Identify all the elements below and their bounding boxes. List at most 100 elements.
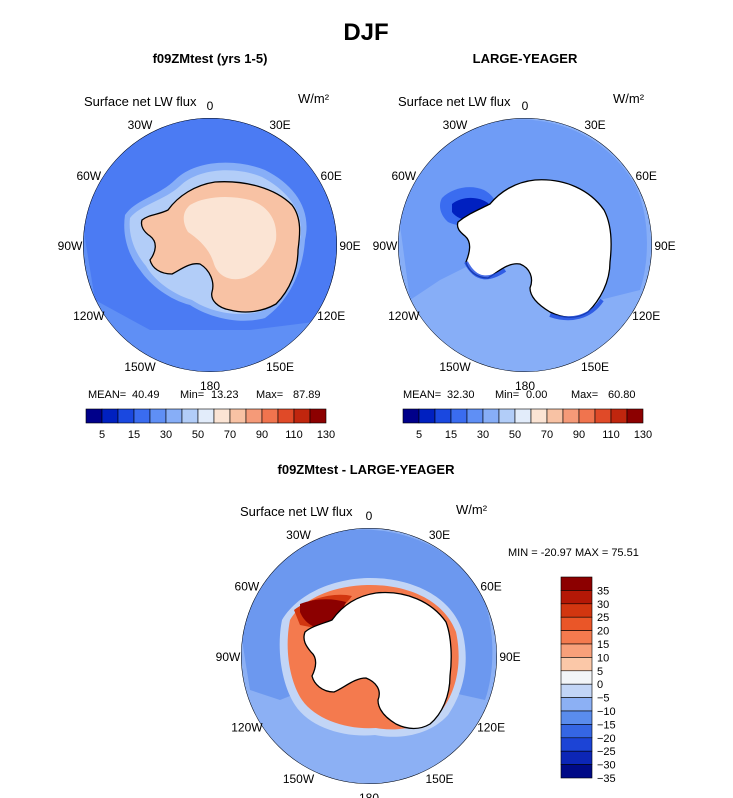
colorbar-swatch <box>261 408 279 424</box>
variable-label: Surface net LW flux <box>240 504 353 519</box>
colorbar-swatch <box>610 408 628 424</box>
colorbar-swatch <box>85 408 103 424</box>
colorbar-swatch <box>560 590 593 605</box>
colorbar-swatch <box>560 630 593 645</box>
variable-label: Surface net LW flux <box>84 94 197 109</box>
colorbar-swatch <box>562 408 580 424</box>
longitude-label: 120W <box>231 721 263 735</box>
longitude-label: 60E <box>321 169 342 183</box>
polar-map <box>241 528 497 784</box>
longitude-label: 120E <box>477 721 505 735</box>
colorbar-tick-label: 15 <box>128 429 140 441</box>
stats-min-label: Min= <box>180 389 204 401</box>
colorbar-swatch <box>117 408 135 424</box>
colorbar-swatch <box>482 408 500 424</box>
colorbar-swatch <box>560 764 593 779</box>
colorbar-swatch <box>560 737 593 752</box>
longitude-label: 90E <box>654 239 675 253</box>
longitude-label: 90W <box>216 650 241 664</box>
colorbar-swatch <box>434 408 452 424</box>
colorbar-swatch <box>560 710 593 725</box>
longitude-labels: 0 30E 60E 90E 120E 150E 180 150W 120W 90W 60W 30W <box>216 509 521 798</box>
longitude-label: 60W <box>391 169 416 183</box>
colorbar-tick-label: 5 <box>416 429 422 441</box>
longitude-label: 60W <box>76 169 101 183</box>
coastal-band <box>464 261 604 321</box>
colorbar-swatch <box>418 408 436 424</box>
variable-label: Surface net LW flux <box>398 94 511 109</box>
colorbar-swatch <box>245 408 263 424</box>
colorbar-tick-label: 110 <box>285 429 303 441</box>
colorbar-swatch <box>560 616 593 631</box>
colorbar-swatch <box>293 408 311 424</box>
colorbar-tick-label: 70 <box>541 429 553 441</box>
colorbar-swatch <box>450 408 468 424</box>
colorbar-tick-label: −35 <box>597 773 616 785</box>
colorbar-swatch <box>101 408 119 424</box>
longitude-label: 180 <box>200 379 220 393</box>
colorbar-tick-label: 50 <box>509 429 521 441</box>
colorbar-tick-label: −20 <box>597 733 616 745</box>
colorbar-tick-label: 5 <box>99 429 105 441</box>
stats-mean-value: 40.49 <box>132 389 160 401</box>
longitude-label: 30W <box>286 528 311 542</box>
colorbar-tick-label: 30 <box>477 429 489 441</box>
longitude-label: 30E <box>269 118 290 132</box>
stats-max-label: Max= <box>256 389 283 401</box>
antarctica-interior <box>183 197 277 280</box>
colorbar-swatch <box>514 408 532 424</box>
longitude-label: 90E <box>499 650 520 664</box>
units-label: W/m² <box>298 91 330 106</box>
longitude-label: 150E <box>266 360 294 374</box>
colorbar-swatch <box>560 750 593 765</box>
longitude-label: 90W <box>373 239 398 253</box>
colorbar-swatch <box>594 408 612 424</box>
colorbar-tick-label: 110 <box>602 429 620 441</box>
panel-title: LARGE-YEAGER <box>473 51 578 66</box>
colorbar-swatch <box>560 670 593 685</box>
stats-mean-value: 32.30 <box>447 389 475 401</box>
stats-min-value: 13.23 <box>211 389 239 401</box>
colorbar: 5 15 30 50 70 90 110 130 <box>85 408 335 441</box>
minmax-text: MIN = -20.97 MAX = 75.51 <box>508 547 639 559</box>
colorbar-tick-label: 20 <box>597 626 609 638</box>
colorbar-tick-label: −25 <box>597 746 616 758</box>
stats-min-label: Min= <box>495 389 519 401</box>
colorbar-swatch <box>530 408 548 424</box>
colorbar-tick-label: −5 <box>597 693 610 705</box>
colorbar-swatch <box>466 408 484 424</box>
panel-title: f09ZMtest - LARGE-YEAGER <box>278 462 456 477</box>
units-label: W/m² <box>456 502 488 517</box>
colorbar-swatch <box>229 408 247 424</box>
colorbar-tick-label: 25 <box>597 612 609 624</box>
colorbar-tick-label: 15 <box>597 639 609 651</box>
colorbar-swatch <box>560 697 593 712</box>
stats-max-label: Max= <box>571 389 598 401</box>
longitude-label: 60E <box>636 169 657 183</box>
stats-min-value: 0.00 <box>526 389 547 401</box>
colorbar-swatch <box>213 408 231 424</box>
panel-large-yeager: LARGE-YEAGER Surface net LW flux W/m² 0 3… <box>373 51 676 441</box>
longitude-label: 30E <box>584 118 605 132</box>
panel-f09zmtest: f09ZMtest (yrs 1-5) Surface net LW flux … <box>58 51 361 441</box>
longitude-label: 0 <box>207 99 214 113</box>
colorbar-tick-label: 90 <box>256 429 268 441</box>
longitude-label: 60E <box>480 580 501 594</box>
stats-mean-label: MEAN= <box>403 389 441 401</box>
longitude-label: 120W <box>73 309 105 323</box>
colorbar-swatch <box>149 408 167 424</box>
colorbar-swatch <box>578 408 596 424</box>
longitude-label: 150W <box>124 360 156 374</box>
colorbar-tick-label: −10 <box>597 706 616 718</box>
longitude-label: 150W <box>439 360 471 374</box>
longitude-label: 150E <box>581 360 609 374</box>
longitude-label: 90W <box>58 239 83 253</box>
longitude-label: 150W <box>283 772 315 786</box>
polar-map <box>83 118 337 372</box>
panel-difference: f09ZMtest - LARGE-YEAGER Surface net LW … <box>216 462 639 798</box>
colorbar-swatch <box>560 724 593 739</box>
units-label: W/m² <box>613 91 645 106</box>
colorbar-swatch <box>309 408 327 424</box>
longitude-label: 0 <box>366 509 373 523</box>
